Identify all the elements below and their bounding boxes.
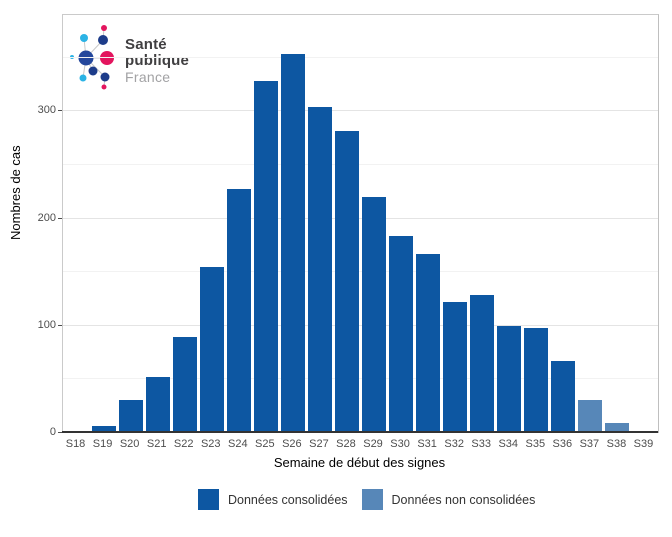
logo-line-publique: publique — [125, 51, 190, 69]
legend-label-non-consolidated: Données non consolidées — [391, 492, 536, 507]
x-tick-label-S32: S32 — [444, 438, 464, 450]
spf-logo: Santé publique France — [70, 23, 189, 98]
x-tick-label-S26: S26 — [282, 438, 302, 450]
legend-swatch-non-consolidated — [361, 489, 383, 510]
x-tick-label-S34: S34 — [498, 438, 519, 450]
x-tick-label-S18: S18 — [65, 438, 86, 450]
x-tick-label-S25: S25 — [255, 438, 275, 450]
y-tick-label-300: 300 — [37, 104, 56, 117]
y-tick-label-0: 0 — [49, 426, 56, 438]
x-tick-label-S23: S23 — [200, 438, 221, 450]
x-tick-label-S21: S21 — [146, 438, 167, 450]
gridline-minor-150 — [63, 271, 658, 273]
logo-line-france: France — [125, 68, 171, 85]
x-tick-label-S31: S31 — [417, 438, 437, 450]
gridline-minor-350 — [63, 56, 658, 58]
legend-item-consolidated: Données consolidées — [198, 489, 348, 510]
x-tick-label-S29: S29 — [363, 438, 383, 450]
x-tick-label-S27: S27 — [309, 438, 329, 450]
x-tick-label-S33: S33 — [471, 438, 491, 450]
bar-S28 — [334, 130, 359, 433]
bar-S19 — [91, 425, 116, 433]
bar-S33 — [470, 294, 495, 433]
bar-S29 — [362, 197, 387, 433]
x-tick-label-S35: S35 — [525, 438, 546, 450]
legend-label-consolidated: Données consolidées — [228, 492, 348, 507]
bar-S37 — [578, 399, 603, 433]
x-tick-label-S37: S37 — [579, 438, 600, 450]
bar-S26 — [280, 53, 305, 433]
gridline-major-300 — [63, 110, 658, 112]
y-tick-mark-200 — [58, 217, 62, 219]
y-tick-mark-300 — [58, 110, 62, 112]
bar-S38 — [605, 423, 630, 433]
bar-S36 — [551, 361, 576, 433]
x-tick-label-S38: S38 — [606, 438, 627, 450]
bar-S35 — [524, 327, 549, 433]
y-axis-title: Nombres de cas — [8, 145, 23, 240]
bar-S32 — [443, 302, 468, 433]
x-tick-label-S24: S24 — [227, 438, 248, 450]
legend-swatch-consolidated — [198, 489, 219, 510]
y-tick-label-200: 200 — [37, 211, 56, 224]
bar-S34 — [497, 325, 522, 433]
bar-S27 — [307, 107, 332, 433]
gridline-minor-50 — [63, 378, 658, 380]
spf-logo-text: Santé publique France — [125, 35, 190, 85]
y-tick-mark-0 — [58, 432, 62, 433]
gridline-major-100 — [63, 324, 658, 326]
bar-S23 — [199, 266, 224, 433]
x-tick-label-S19: S19 — [92, 438, 113, 450]
x-tick-label-S30: S30 — [390, 438, 410, 450]
plot-panel: Santé publique France — [62, 14, 659, 433]
x-tick-label-S36: S36 — [552, 438, 573, 450]
bar-S21 — [145, 377, 170, 433]
x-tick-label-S22: S22 — [173, 438, 194, 450]
bar-S24 — [226, 188, 251, 433]
legend-item-non-consolidated: Données non consolidées — [361, 489, 536, 510]
x-tick-label-S20: S20 — [119, 438, 140, 450]
bar-S22 — [172, 336, 197, 433]
y-tick-mark-100 — [58, 324, 62, 326]
bar-S20 — [118, 399, 143, 433]
bar-S30 — [389, 235, 414, 433]
bar-S25 — [253, 81, 278, 433]
x-tick-label-S28: S28 — [336, 438, 356, 450]
x-tick-label-S39: S39 — [633, 438, 654, 450]
legend: Données consolidées Données non consolid… — [198, 489, 535, 510]
x-axis-title: Semaine de début des signes — [273, 455, 446, 470]
logo-line-sante: Santé — [125, 35, 167, 53]
gridline-minor-250 — [63, 164, 658, 166]
spf-logo-network-icon — [70, 23, 120, 98]
x-axis-line — [62, 431, 658, 433]
gridline-major-200 — [63, 217, 658, 219]
bar-S31 — [416, 254, 441, 433]
y-tick-label-100: 100 — [37, 318, 56, 331]
